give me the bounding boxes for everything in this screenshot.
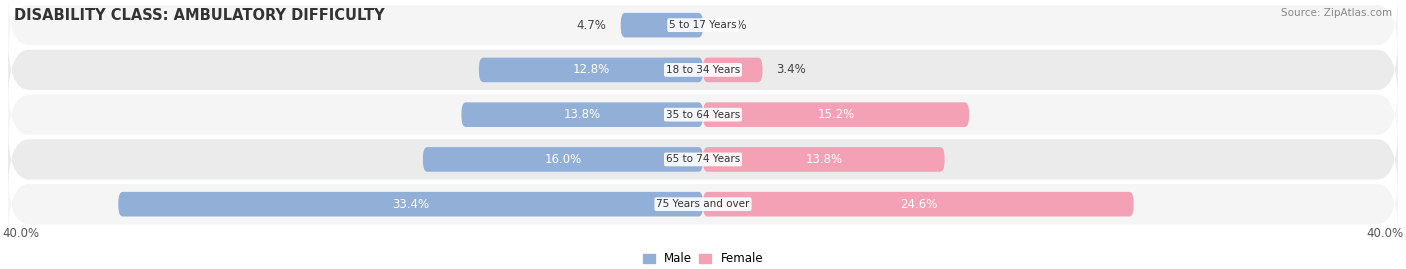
Text: 40.0%: 40.0% bbox=[3, 226, 39, 240]
Text: 65 to 74 Years: 65 to 74 Years bbox=[666, 154, 740, 164]
Text: 18 to 34 Years: 18 to 34 Years bbox=[666, 65, 740, 75]
Text: DISABILITY CLASS: AMBULATORY DIFFICULTY: DISABILITY CLASS: AMBULATORY DIFFICULTY bbox=[14, 8, 385, 23]
Text: Source: ZipAtlas.com: Source: ZipAtlas.com bbox=[1281, 8, 1392, 18]
FancyBboxPatch shape bbox=[620, 13, 703, 37]
Text: 0.0%: 0.0% bbox=[717, 19, 747, 32]
Text: 40.0%: 40.0% bbox=[1367, 226, 1403, 240]
Text: 13.8%: 13.8% bbox=[564, 108, 600, 121]
FancyBboxPatch shape bbox=[118, 192, 703, 217]
FancyBboxPatch shape bbox=[703, 102, 969, 127]
Text: 13.8%: 13.8% bbox=[806, 153, 842, 166]
Text: 15.2%: 15.2% bbox=[817, 108, 855, 121]
FancyBboxPatch shape bbox=[461, 102, 703, 127]
Text: 12.8%: 12.8% bbox=[572, 63, 610, 76]
Text: 33.4%: 33.4% bbox=[392, 198, 429, 211]
Text: 35 to 64 Years: 35 to 64 Years bbox=[666, 110, 740, 120]
Legend: Male, Female: Male, Female bbox=[638, 247, 768, 269]
FancyBboxPatch shape bbox=[703, 192, 1133, 217]
FancyBboxPatch shape bbox=[479, 58, 703, 82]
Text: 75 Years and over: 75 Years and over bbox=[657, 199, 749, 209]
FancyBboxPatch shape bbox=[8, 36, 1398, 104]
Text: 3.4%: 3.4% bbox=[776, 63, 806, 76]
FancyBboxPatch shape bbox=[8, 81, 1398, 148]
Text: 16.0%: 16.0% bbox=[544, 153, 582, 166]
FancyBboxPatch shape bbox=[8, 0, 1398, 59]
FancyBboxPatch shape bbox=[8, 171, 1398, 238]
Text: 24.6%: 24.6% bbox=[900, 198, 936, 211]
FancyBboxPatch shape bbox=[423, 147, 703, 172]
FancyBboxPatch shape bbox=[703, 147, 945, 172]
FancyBboxPatch shape bbox=[703, 58, 762, 82]
Text: 4.7%: 4.7% bbox=[576, 19, 607, 32]
Text: 5 to 17 Years: 5 to 17 Years bbox=[669, 20, 737, 30]
FancyBboxPatch shape bbox=[8, 126, 1398, 193]
